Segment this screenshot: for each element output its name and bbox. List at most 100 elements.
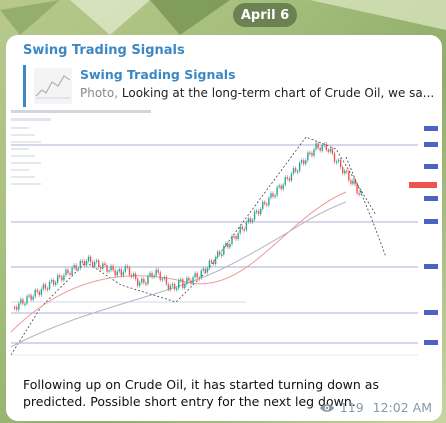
candle-body [229,244,231,248]
reply-preview-text: Looking at the long-term chart of Crude … [121,86,435,100]
candle-body [149,272,151,277]
candle-body [245,222,248,230]
candle-body [278,185,280,188]
message-meta: 119 12:02 AM [319,400,432,415]
candle-body [137,278,139,286]
candle-body [63,275,65,281]
indicator-row [11,148,29,150]
price-tag [424,340,438,345]
price-tag [424,126,438,131]
reply-thumbnail [34,68,72,104]
price-tag [424,164,438,169]
candle-body [167,284,170,290]
candle-body [182,279,184,289]
candle-body [264,201,266,204]
candle-body [157,269,159,273]
candle-body [169,285,172,290]
reply-sender: Swing Trading Signals [80,67,236,82]
candle-body [24,303,26,306]
candle-body [67,269,69,274]
sender-name[interactable]: Swing Trading Signals [23,43,185,58]
candle-body [344,170,346,174]
candle-body [313,149,315,156]
candle-body [194,273,196,278]
candle-body [108,270,110,272]
candle-body [180,279,182,281]
message-bubble[interactable]: Swing Trading Signals Swing Trading Sign… [6,35,442,421]
candle-body [30,295,32,300]
candle-body [28,295,30,297]
candle-body [196,273,198,278]
candle-body [348,171,350,181]
candle-body [272,193,274,197]
indicator-row [11,134,35,136]
candle-body [91,261,94,267]
candle-body [208,260,211,269]
candle-body [260,208,262,215]
candle-body [268,197,270,206]
candle-body [130,275,133,277]
candle-body [290,173,293,181]
candle-body [104,263,106,266]
candle-body [298,162,301,171]
candle-body [214,257,217,264]
reply-preview[interactable]: Swing Trading Signals Photo, Looking at … [23,65,435,107]
candle-body [198,277,200,280]
candle-body [333,153,336,162]
candle-body [100,267,102,269]
candle-body [266,203,268,206]
reply-media-type: Photo, [80,86,119,100]
candle-body [239,226,241,234]
candle-body [75,265,77,270]
indicator-row [11,183,41,185]
candle-body [151,272,153,278]
candle-body [171,284,174,286]
candle-body [190,280,192,284]
candle-body [335,161,338,163]
candle-body [184,284,186,289]
candle-body [255,210,258,213]
candle-body [22,299,24,304]
candle-body [79,261,81,269]
candle-body [251,219,254,223]
candle-body [317,143,319,149]
price-tag [424,310,438,315]
candle-body [311,153,313,156]
candle-body [83,261,86,266]
candle-body [307,152,309,161]
candle-body [42,284,45,290]
candle-body [98,260,100,268]
candle-body [354,180,356,185]
indicator-row [11,155,35,157]
candle-body [216,251,219,258]
candle-body [221,254,223,256]
candle-body [276,187,278,196]
candle-body [61,276,63,281]
price-tag [424,264,438,269]
candle-body [120,269,122,276]
candle-body [48,282,51,290]
candle-body [65,269,67,276]
projection-line [345,156,387,258]
chart-image[interactable] [6,107,442,363]
price-tag [424,142,438,147]
candle-body [81,261,84,263]
candle-body [59,275,61,277]
candle-body [192,277,194,284]
candle-body [73,265,75,268]
candle-body [294,168,297,172]
candle-body [233,236,235,238]
indicator-row [11,176,35,178]
candle-body [358,193,360,195]
candle-body [102,263,104,269]
message-time: 12:02 AM [372,400,432,415]
candle-body [225,243,227,247]
candle-body [327,149,330,152]
candle-body [143,278,145,283]
candle-body [32,296,34,300]
candle-body [206,268,209,273]
candle-body [257,210,260,215]
candle-body [40,289,43,296]
candle-body [337,159,340,162]
